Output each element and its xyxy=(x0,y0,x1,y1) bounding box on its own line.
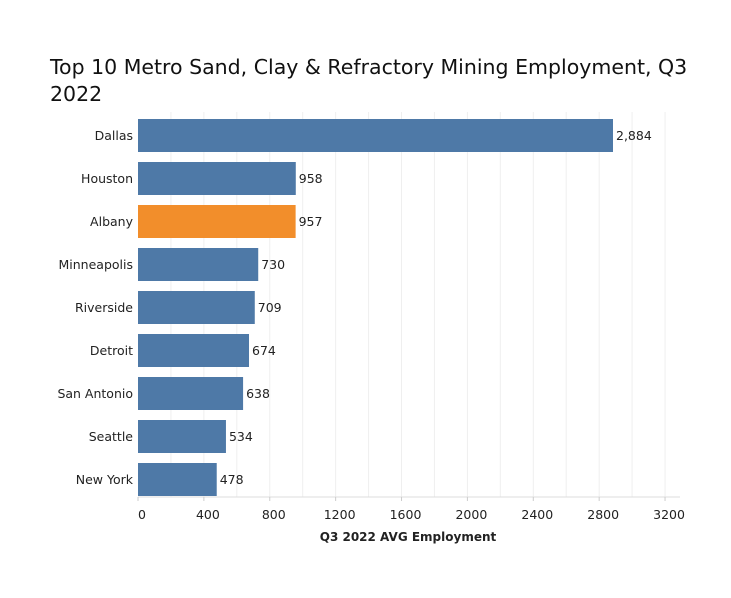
bar-san-antonio xyxy=(138,377,244,410)
x-axis-title: Q3 2022 AVG Employment xyxy=(320,530,497,544)
category-label: Seattle xyxy=(89,429,134,444)
x-tick-label: 0 xyxy=(138,507,146,522)
x-tick-label: 400 xyxy=(196,507,220,522)
data-label: 957 xyxy=(299,214,323,229)
chart-title: Top 10 Metro Sand, Clay & Refractory Min… xyxy=(50,55,688,106)
data-label: 638 xyxy=(246,386,270,401)
data-label: 674 xyxy=(252,343,276,358)
category-label: Detroit xyxy=(90,343,133,358)
x-tick-label: 3200 xyxy=(653,507,685,522)
bar-new-york xyxy=(138,463,217,496)
bar-detroit xyxy=(138,334,250,367)
data-label: 478 xyxy=(220,472,244,487)
bar-dallas xyxy=(138,119,613,152)
category-label: Riverside xyxy=(75,300,133,315)
x-tick-label: 1200 xyxy=(324,507,356,522)
data-label: 2,884 xyxy=(616,128,652,143)
category-label: Houston xyxy=(81,171,133,186)
bar-seattle xyxy=(138,420,226,453)
bar-houston xyxy=(138,162,296,195)
category-label: Minneapolis xyxy=(59,257,134,272)
bar-minneapolis xyxy=(138,248,259,281)
bar-riverside xyxy=(138,291,255,324)
x-tick-label: 1600 xyxy=(390,507,422,522)
data-label: 958 xyxy=(299,171,323,186)
category-label: Dallas xyxy=(95,128,133,143)
x-tick-label: 2800 xyxy=(587,507,619,522)
x-tick-label: 2400 xyxy=(521,507,553,522)
category-label: New York xyxy=(76,472,134,487)
x-tick-label: 2000 xyxy=(455,507,487,522)
category-label: Albany xyxy=(90,214,134,229)
data-label: 709 xyxy=(258,300,282,315)
category-label: San Antonio xyxy=(57,386,133,401)
bar-albany xyxy=(138,205,296,238)
x-tick-label: 800 xyxy=(262,507,286,522)
data-label: 730 xyxy=(261,257,285,272)
data-label: 534 xyxy=(229,429,253,444)
